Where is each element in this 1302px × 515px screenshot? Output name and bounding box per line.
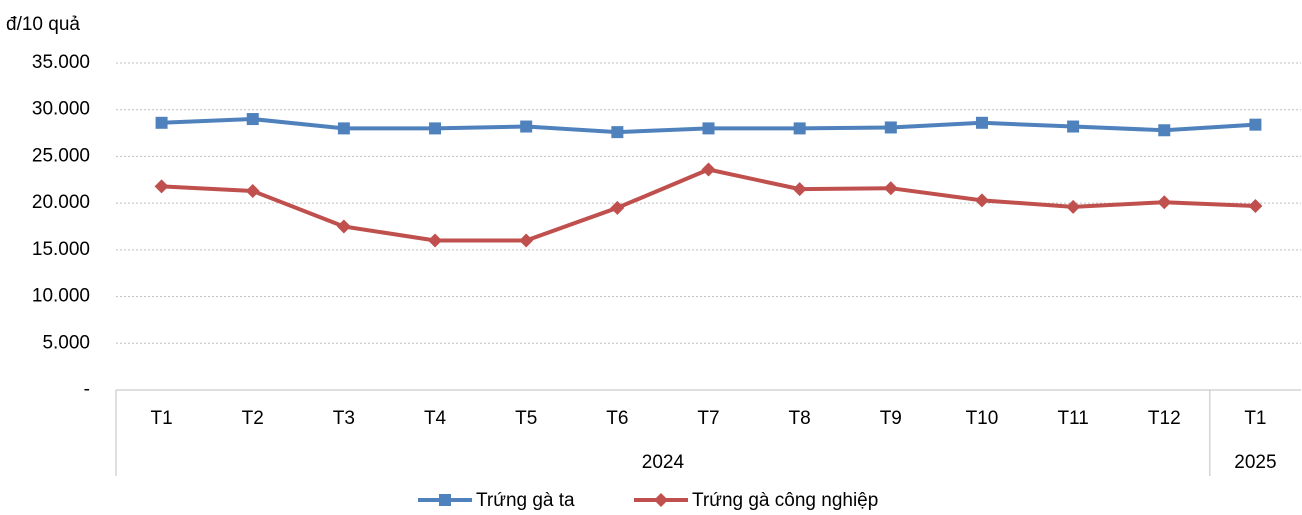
- y-tick-label: 35.000: [32, 52, 90, 73]
- y-tick-label: 15.000: [32, 239, 90, 260]
- series-marker: [1248, 198, 1263, 213]
- x-tick-label: T10: [966, 408, 999, 429]
- x-tick-label: T5: [515, 408, 537, 429]
- series-marker: [154, 179, 169, 194]
- x-tick-label: T7: [697, 408, 719, 429]
- x-group-label: 2025: [1234, 452, 1276, 473]
- series-marker: [1157, 195, 1172, 210]
- x-tick-label: T2: [242, 408, 264, 429]
- series-marker: [428, 233, 443, 248]
- y-tick-label: 30.000: [32, 99, 90, 120]
- series-marker: [611, 126, 624, 139]
- series-marker: [884, 121, 897, 134]
- series-marker: [429, 122, 442, 135]
- x-tick-label: T3: [333, 408, 355, 429]
- series-marker: [1249, 118, 1262, 131]
- x-group-label: 2024: [642, 452, 685, 473]
- x-tick-label: T1: [1244, 408, 1266, 429]
- y-tick-label: 20.000: [32, 192, 90, 213]
- series-marker: [155, 116, 168, 129]
- y-axis-label: đ/10 quả: [6, 14, 80, 35]
- legend-marker: [439, 494, 451, 506]
- series-marker: [974, 193, 989, 208]
- x-tick-label: T12: [1148, 408, 1181, 429]
- series-line: [161, 167, 1256, 243]
- series-marker: [337, 122, 350, 135]
- x-tick-label: T11: [1057, 408, 1088, 429]
- series-marker: [792, 182, 807, 197]
- y-tick-label: 10.000: [32, 286, 90, 307]
- series-marker: [336, 219, 351, 234]
- series-marker: [1067, 120, 1080, 133]
- series-marker: [793, 122, 806, 135]
- legend-label: Trứng gà công nghiệp: [692, 490, 878, 511]
- series-marker: [1066, 199, 1081, 214]
- x-tick-label: T6: [606, 408, 628, 429]
- series-marker: [975, 116, 988, 129]
- x-tick-label: T1: [150, 408, 172, 429]
- y-tick-label: -: [84, 379, 90, 400]
- series-marker: [883, 181, 898, 196]
- series-marker: [1158, 124, 1171, 137]
- legend-marker: [654, 493, 668, 507]
- series-marker: [701, 162, 716, 177]
- x-tick-label: T8: [789, 408, 811, 429]
- series-marker: [702, 122, 715, 135]
- series-marker: [520, 120, 533, 133]
- series-marker: [246, 113, 259, 126]
- legend-label: Trứng gà ta: [476, 490, 575, 511]
- series-marker: [519, 233, 534, 248]
- x-tick-label: T4: [424, 408, 447, 429]
- x-tick-label: T9: [880, 408, 902, 429]
- series-marker: [610, 200, 625, 215]
- series-marker: [245, 183, 260, 198]
- y-tick-label: 25.000: [32, 145, 90, 166]
- y-tick-label: 5.000: [42, 332, 90, 353]
